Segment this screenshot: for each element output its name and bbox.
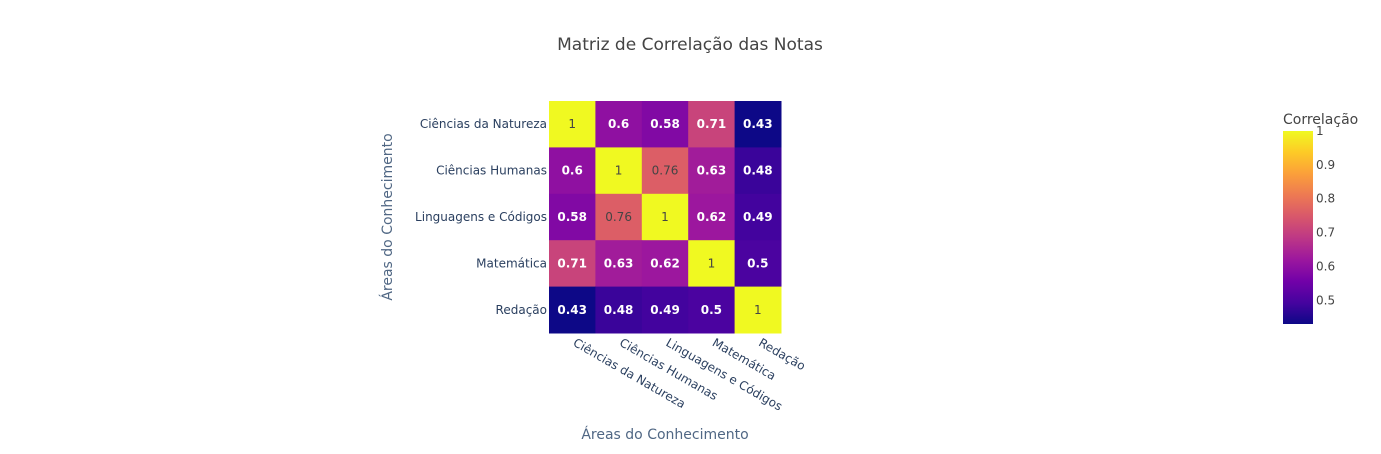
y-axis-tick-label: Redação <box>496 303 547 317</box>
heatmap-cell-label: 0.49 <box>743 210 773 224</box>
heatmap-cell-label: 0.6 <box>608 117 629 131</box>
heatmap-cell-label: 0.6 <box>562 164 583 178</box>
heatmap-cell <box>595 147 643 195</box>
colorbar-tick-labels: 0.5 0.6 0.7 0.8 0.9 1 <box>1316 124 1335 307</box>
y-axis-tick-label: Matemática <box>476 256 547 270</box>
heatmap-cell-label: 0.43 <box>557 303 587 317</box>
heatmap-cell-label: 0.76 <box>652 164 679 178</box>
heatmap-cell <box>688 286 736 334</box>
heatmap-cell-label: 1 <box>615 164 623 178</box>
heatmap-cell <box>734 193 782 241</box>
heatmap-cell-label: 0.62 <box>697 210 727 224</box>
colorbar-tick-label: 0.6 <box>1316 259 1335 273</box>
heatmap-cell-label: 0.76 <box>605 210 632 224</box>
y-axis-tick-labels: Ciências da Natureza Ciências Humanas Ling… <box>415 117 547 317</box>
heatmap-cell <box>549 193 596 241</box>
heatmap-cell-label: 1 <box>661 210 669 224</box>
heatmap-cell <box>734 147 782 195</box>
heatmap-cell <box>549 286 596 334</box>
heatmap-cell-label: 1 <box>708 256 716 270</box>
colorbar: Correlação 0.5 0.6 0.7 0.8 0.9 1 <box>1283 112 1358 324</box>
heatmap-cell <box>641 193 689 241</box>
heatmap-cell-label: 1 <box>754 303 762 317</box>
heatmap-cell <box>641 101 689 148</box>
heatmap-cell-label: 0.63 <box>697 164 727 178</box>
x-axis-title: Áreas do Conhecimento <box>581 426 748 443</box>
heatmap-cell-labels: 1 0.6 0.58 0.71 0.43 0.6 1 0.76 0.63 0.48 0.58 0.76… <box>557 117 772 317</box>
heatmap-cell-label: 0.58 <box>557 210 587 224</box>
colorbar-tick-label: 1 <box>1316 124 1324 138</box>
chart-title: Matriz de Correlação das Notas <box>557 35 823 55</box>
heatmap-cell <box>734 101 782 148</box>
heatmap-cell <box>595 101 643 148</box>
heatmap-cell <box>549 101 596 148</box>
heatmap-cell-label: 0.48 <box>604 303 634 317</box>
heatmap-cell-label: 0.5 <box>747 256 768 270</box>
heatmap-cell <box>641 147 689 195</box>
heatmap-cell <box>641 286 689 334</box>
heatmap-cell <box>734 286 782 334</box>
y-axis-tick-label: Ciências da Natureza <box>420 117 547 131</box>
heatmap-cell-label: 0.43 <box>743 117 773 131</box>
y-axis-title: Áreas do Conhecimento <box>379 133 396 300</box>
heatmap-cell <box>688 240 736 288</box>
heatmap-cell-label: 0.58 <box>650 117 680 131</box>
heatmap-cells <box>549 101 782 334</box>
y-axis-tick-label: Linguagens e Códigos <box>415 210 547 224</box>
heatmap-cell <box>549 147 596 195</box>
heatmap-cell <box>595 286 643 334</box>
colorbar-tick-label: 0.5 <box>1316 293 1335 307</box>
heatmap-cell <box>734 240 782 288</box>
heatmap-cell-label: 0.49 <box>650 303 680 317</box>
heatmap-cell <box>688 147 736 195</box>
colorbar-tick-label: 0.8 <box>1316 192 1335 206</box>
colorbar-gradient <box>1283 131 1313 324</box>
heatmap-cell <box>595 193 643 241</box>
y-axis-tick-label: Ciências Humanas <box>436 164 547 178</box>
heatmap-cell-label: 1 <box>568 117 576 131</box>
heatmap-cell <box>688 193 736 241</box>
heatmap-cell <box>549 240 596 288</box>
heatmap-cell <box>595 240 643 288</box>
heatmap-cell <box>641 240 689 288</box>
heatmap-cell-label: 0.48 <box>743 164 773 178</box>
heatmap-cell <box>688 101 736 148</box>
heatmap-cell-label: 0.5 <box>701 303 722 317</box>
heatmap-cell-label: 0.63 <box>604 256 634 270</box>
colorbar-tick-label: 0.7 <box>1316 226 1335 240</box>
heatmap-cell-label: 0.71 <box>557 256 587 270</box>
heatmap-cell-label: 0.62 <box>650 256 680 270</box>
colorbar-title: Correlação <box>1283 112 1358 128</box>
heatmap-cell-label: 0.71 <box>697 117 727 131</box>
colorbar-tick-label: 0.9 <box>1316 158 1335 172</box>
